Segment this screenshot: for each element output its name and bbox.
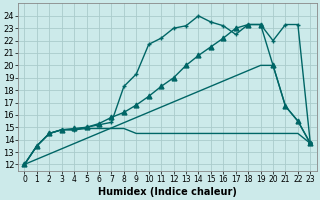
X-axis label: Humidex (Indice chaleur): Humidex (Indice chaleur) [98, 187, 237, 197]
